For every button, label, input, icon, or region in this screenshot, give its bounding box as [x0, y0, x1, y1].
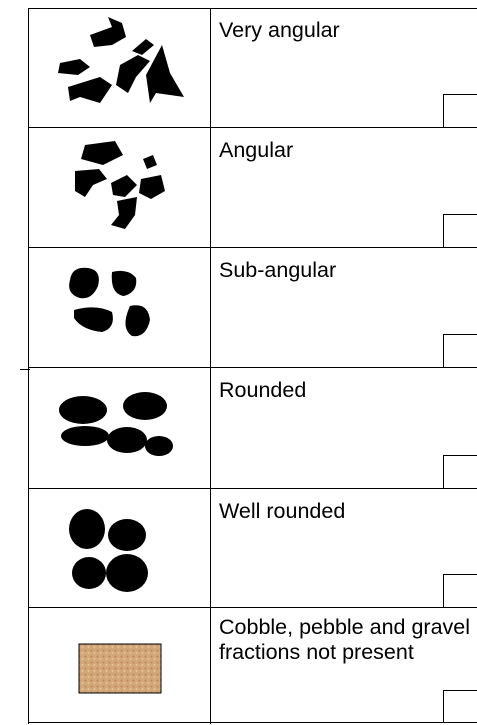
row-line: [28, 488, 477, 489]
checkbox[interactable]: [443, 574, 477, 607]
sub-angular-icon: [69, 267, 150, 337]
row-line: [28, 127, 477, 128]
row-label: Very angular: [219, 18, 340, 42]
row-label: Well rounded: [219, 499, 346, 523]
row-label: Rounded: [219, 378, 307, 402]
checkbox[interactable]: [443, 334, 477, 367]
column-divider: [210, 8, 211, 724]
checkbox[interactable]: [443, 455, 477, 488]
well-rounded-icon: [69, 509, 148, 592]
row-line: [28, 722, 477, 723]
row-line: [28, 8, 477, 9]
checkbox[interactable]: [443, 94, 477, 127]
checkbox[interactable]: [443, 690, 477, 723]
checkbox[interactable]: [443, 214, 477, 247]
table-border: [28, 8, 29, 724]
sand-swatch: [78, 643, 162, 694]
margin-tick: [20, 369, 30, 370]
row-label: Cobble, pebble and gravel fractions not …: [219, 615, 471, 664]
angular-icon: [75, 141, 165, 229]
row-line: [28, 367, 477, 368]
rounded-icon: [59, 392, 173, 456]
row-line: [28, 607, 477, 608]
row-line: [28, 247, 477, 248]
very-angular-icon: [58, 17, 184, 103]
row-label: Sub-angular: [219, 258, 337, 282]
row-label: Angular: [219, 138, 294, 162]
